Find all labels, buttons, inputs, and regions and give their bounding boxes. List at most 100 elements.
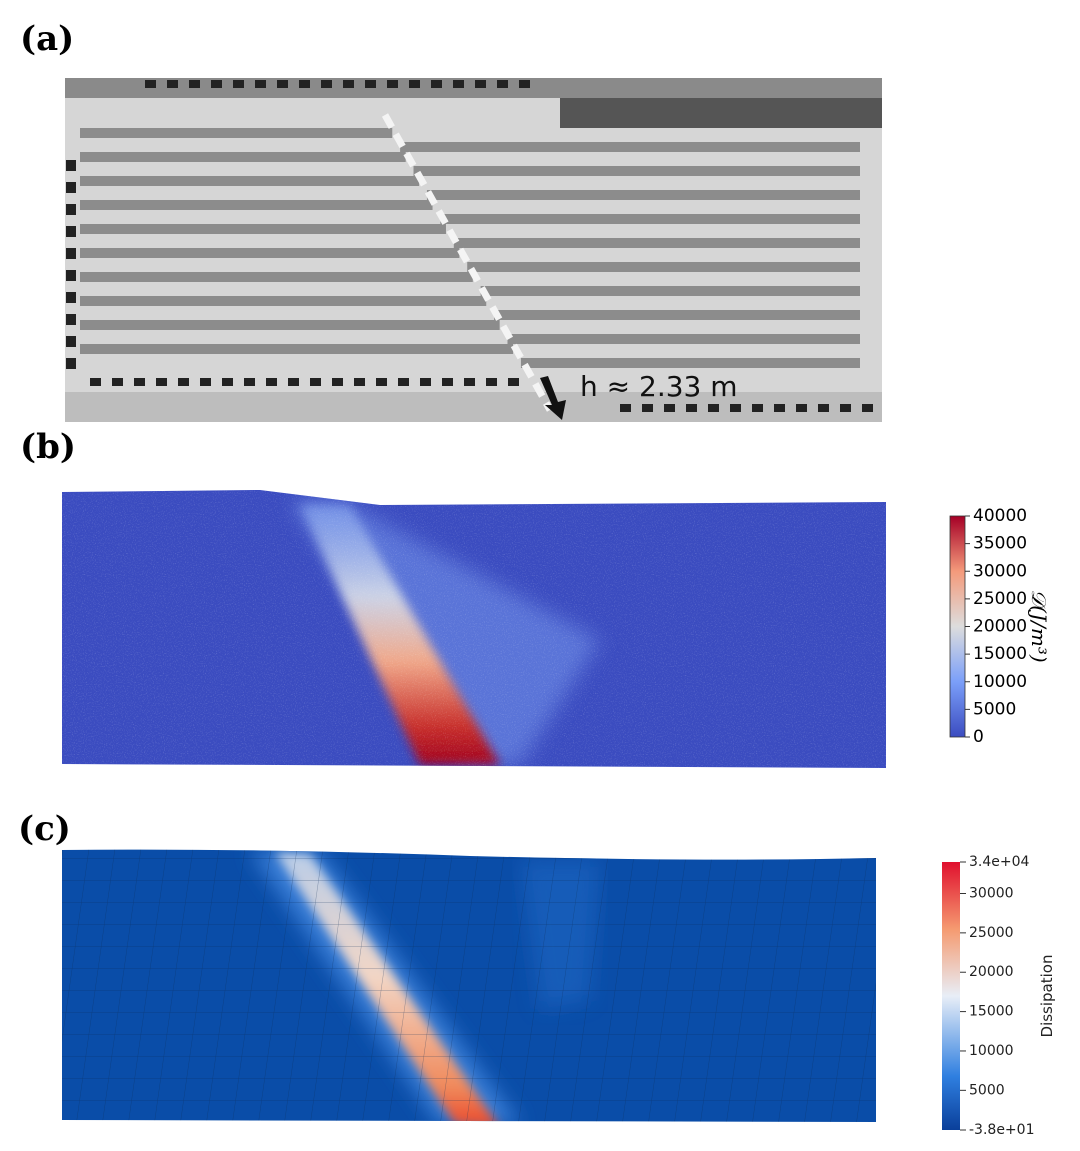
tick-label: 20000 [973,617,1027,637]
ruler [200,378,211,386]
ruler [796,404,807,412]
ruler [211,80,222,88]
tick-label: 20000 [969,964,1014,980]
stripe [413,166,860,176]
colorbar [949,515,966,738]
colorbar [942,862,960,1130]
ruler [66,270,76,281]
photo [65,78,882,422]
mesh-lines [62,849,876,1122]
colorbar-title: 𝒟(J/m³) [1027,589,1051,662]
tick-label: 25000 [969,925,1014,941]
stripe [520,358,860,368]
ruler [774,404,785,412]
fault [381,113,554,412]
ruler [321,80,332,88]
ruler [365,80,376,88]
tick-label: 0 [973,727,984,747]
ruler [189,80,200,88]
arrow [540,376,566,420]
ruler [453,80,464,88]
stripe [80,320,500,330]
ruler [862,404,873,412]
stripe [80,296,487,306]
stripe [480,286,860,296]
stripe [80,344,514,354]
ruler [299,80,310,88]
ruler [145,80,156,88]
ruler [486,378,497,386]
ruler [708,404,719,412]
ruler [420,378,431,386]
stripe [426,190,860,200]
tick-label: -3.8e+01 [969,1122,1034,1138]
tick-label: 30000 [969,885,1014,901]
ruler [442,378,453,386]
ruler [620,404,631,412]
ruler [431,80,442,88]
ruler [233,80,244,88]
ruler [90,378,101,386]
ruler [66,292,76,303]
stripe [440,214,860,224]
stripe [80,128,393,138]
stripe [467,262,860,272]
ruler [409,80,420,88]
ruler [266,378,277,386]
tick-label: 10000 [969,1043,1014,1059]
ruler [222,378,233,386]
tick-label: 15000 [973,644,1027,664]
stripe [80,272,473,282]
ruler [277,80,288,88]
stripe [80,152,406,162]
ruler [288,378,299,386]
colorbar-title: Dissipation [1038,955,1056,1038]
particle-field [62,490,886,768]
ruler [343,80,354,88]
panel-label: (a) [20,19,74,59]
photo-base [65,392,882,422]
ruler [818,404,829,412]
stripe [80,200,433,210]
ruler [66,336,76,347]
ruler [508,378,519,386]
ruler [112,378,123,386]
mesh-field [62,849,876,1122]
ruler [354,378,365,386]
ruler [66,248,76,259]
ruler [730,404,741,412]
tick-label: 10000 [973,672,1027,692]
ruler [66,226,76,237]
ruler [178,378,189,386]
ruler [464,378,475,386]
tick-label: 35000 [973,534,1027,554]
ruler [387,80,398,88]
ruler [642,404,653,412]
ruler [156,378,167,386]
ruler [840,404,851,412]
ruler [66,204,76,215]
tick-label: 5000 [973,699,1016,719]
ruler [310,378,321,386]
ruler [66,358,76,369]
ruler [66,182,76,193]
stripe [400,142,860,152]
stripe [494,310,860,320]
ruler [519,80,530,88]
tick-label: 5000 [969,1082,1005,1098]
ruler [255,80,266,88]
ruler [332,378,343,386]
tick-label: 30000 [973,561,1027,581]
tick-label: 3.4e+04 [969,854,1030,870]
tick-label: 15000 [969,1004,1014,1020]
stripe [80,176,420,186]
ruler [167,80,178,88]
ruler [475,80,486,88]
ruler [497,80,508,88]
speckle [62,490,886,768]
stripe [453,238,860,248]
ruler [686,404,697,412]
stripe [80,248,460,258]
